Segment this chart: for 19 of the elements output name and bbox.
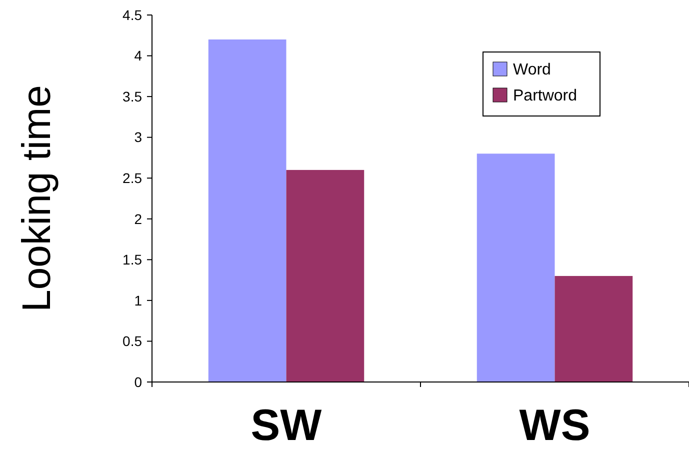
y-tick-label: 2.5 — [122, 170, 142, 186]
bar — [476, 154, 555, 382]
y-tick-label: 4.5 — [122, 6, 142, 23]
x-tick-label: SW — [250, 401, 322, 450]
y-tick-label: 3.5 — [122, 88, 142, 104]
y-tick-label: 1 — [134, 292, 142, 308]
x-tick-label: WS — [519, 401, 590, 450]
bar — [554, 276, 633, 382]
y-tick-label: 4 — [134, 48, 142, 64]
legend-label: Word — [513, 62, 551, 79]
y-axis-title: Looking time — [15, 85, 59, 312]
legend-label: Partword — [513, 88, 578, 105]
y-tick-label: 0.5 — [122, 333, 142, 350]
bar — [208, 39, 286, 382]
y-tick-label: 3 — [134, 129, 142, 146]
y-tick-label: 1.5 — [122, 252, 142, 268]
y-tick-label: 2 — [134, 210, 142, 227]
y-tick-label: 0 — [134, 374, 142, 390]
bar — [286, 170, 364, 382]
